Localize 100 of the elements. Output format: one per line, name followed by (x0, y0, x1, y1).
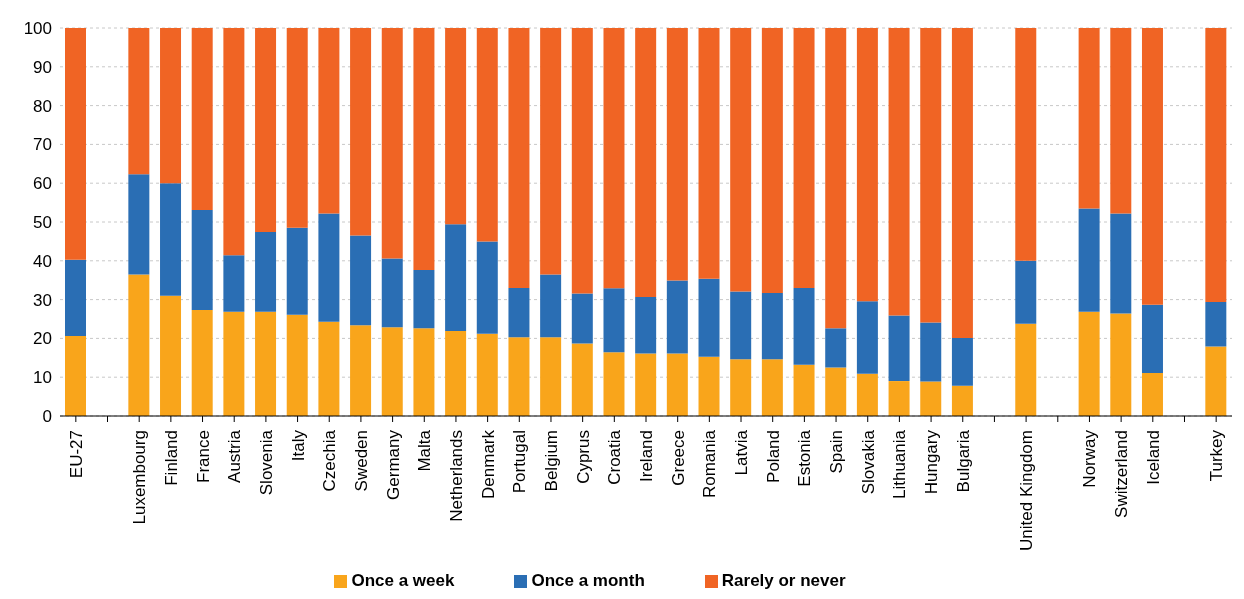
bar (223, 255, 245, 312)
bar (666, 353, 688, 416)
bar (793, 364, 815, 416)
bar (318, 213, 340, 322)
bar (65, 336, 86, 416)
bar (635, 28, 657, 297)
y-tick-label: 70 (33, 135, 52, 155)
bar (698, 28, 720, 279)
bar (951, 338, 973, 386)
y-tick-label: 10 (33, 368, 52, 388)
bar (540, 337, 562, 416)
bar (888, 315, 910, 382)
bar (761, 28, 783, 293)
x-tick-label: Switzerland (1112, 430, 1132, 518)
bar (191, 209, 213, 311)
x-tick-label: Denmark (478, 429, 498, 499)
bar (318, 28, 340, 214)
x-tick-label: Finland (161, 430, 181, 486)
bar (476, 241, 498, 334)
bar (350, 235, 372, 326)
x-tick-label: EU-27 (66, 430, 86, 479)
bar (1078, 311, 1100, 416)
x-tick-label: Belgium (541, 430, 561, 492)
bar (381, 327, 403, 416)
bar (1110, 213, 1132, 314)
bar (381, 258, 403, 328)
bar (1141, 28, 1163, 305)
bar (888, 381, 910, 416)
bar (445, 28, 467, 225)
y-tick-label: 20 (33, 329, 52, 349)
x-tick-label: Italy (288, 429, 308, 462)
y-tick-label: 0 (42, 407, 52, 427)
bar (160, 183, 182, 296)
y-tick-label: 40 (33, 251, 52, 271)
bar (1141, 372, 1163, 416)
bar (825, 367, 847, 416)
x-tick-label: Sweden (351, 430, 371, 492)
bar (730, 359, 752, 416)
bar (350, 28, 372, 236)
bar (286, 227, 308, 315)
x-tick-label: Spain (827, 430, 847, 474)
bar (730, 291, 752, 360)
x-tick-label: Czechia (320, 429, 340, 492)
bar (635, 353, 657, 416)
bar (793, 287, 815, 365)
bar (476, 333, 498, 416)
x-tick-label: Germany (383, 429, 403, 500)
x-tick-label: France (193, 430, 213, 483)
y-tick-label: 80 (33, 96, 52, 116)
bar (635, 296, 657, 354)
bar (160, 295, 182, 416)
bar (65, 28, 86, 260)
bar (793, 28, 815, 288)
bar (508, 287, 530, 338)
bar (508, 337, 530, 416)
x-tick-label: Austria (225, 429, 245, 483)
y-tick-label: 90 (33, 57, 52, 77)
bar (1015, 260, 1037, 324)
bar (666, 280, 688, 354)
bar (1110, 313, 1132, 416)
x-tick-label: Malta (415, 429, 435, 472)
bar (920, 381, 942, 416)
y-tick-label: 50 (33, 213, 52, 233)
x-tick-label: Iceland (1143, 430, 1163, 485)
bar (825, 328, 847, 368)
bar (128, 274, 150, 416)
bar (255, 28, 277, 233)
x-tick-label: Cyprus (573, 430, 593, 484)
bar (1205, 301, 1227, 347)
bar (571, 293, 593, 344)
x-tick-label: Croatia (605, 429, 625, 485)
bar (856, 301, 878, 374)
bar (951, 385, 973, 416)
bar (381, 28, 403, 259)
bar (1015, 28, 1037, 261)
bar (698, 278, 720, 357)
bar (920, 322, 942, 382)
bar (571, 343, 593, 416)
bar (160, 28, 182, 184)
bar (571, 28, 593, 294)
bar (540, 28, 562, 275)
x-tick-label: Slovakia (858, 429, 878, 495)
bar (191, 310, 213, 416)
bar (286, 28, 308, 228)
bar (1110, 28, 1132, 214)
bar (318, 321, 340, 416)
bar (445, 224, 467, 332)
bar (920, 28, 942, 323)
bar (603, 28, 625, 289)
bar (730, 28, 752, 292)
bar (761, 293, 783, 360)
bar (1205, 28, 1227, 302)
bar (350, 325, 372, 416)
bar (1015, 323, 1037, 416)
y-tick-label: 30 (33, 290, 52, 310)
bar (666, 28, 688, 281)
legend-label: Once a week (351, 571, 455, 590)
bar (856, 28, 878, 302)
bar (603, 288, 625, 353)
bar (603, 352, 625, 416)
